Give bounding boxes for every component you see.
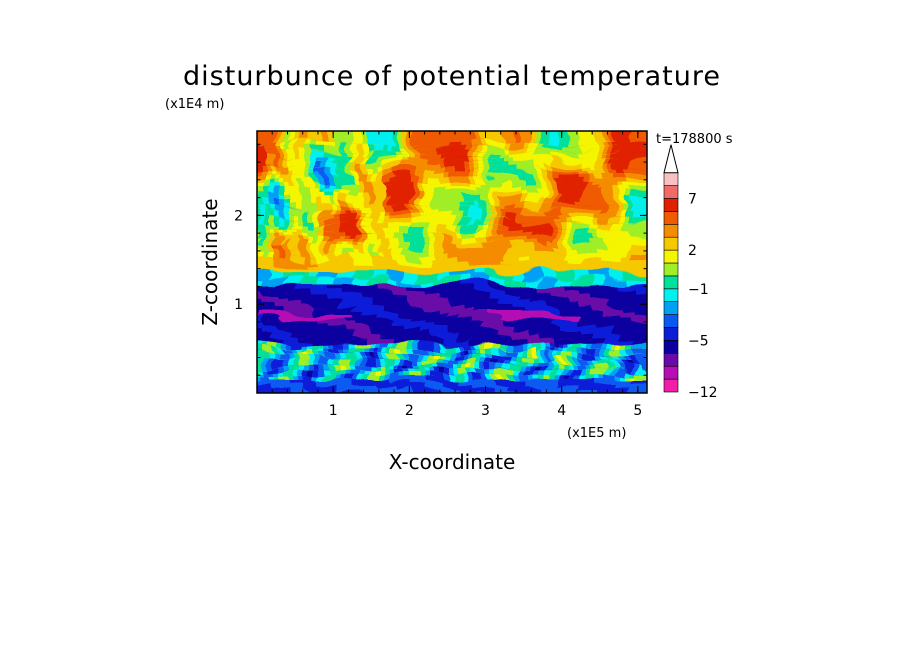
x-tick-label: 5 bbox=[633, 403, 642, 419]
colorbar-segment bbox=[663, 288, 679, 302]
colorbar-tick-label: −5 bbox=[688, 333, 709, 349]
colorbar-tick-label: −12 bbox=[688, 385, 718, 401]
plot-frame bbox=[256, 130, 648, 394]
colorbar-segment bbox=[663, 236, 679, 251]
x-tick-label: 1 bbox=[329, 403, 338, 419]
colorbar-segment bbox=[663, 378, 679, 393]
colorbar-segment bbox=[663, 262, 679, 277]
x-tick-label: 4 bbox=[557, 403, 566, 419]
colorbar: −12−5−127 bbox=[663, 144, 718, 401]
colorbar-segment bbox=[663, 224, 679, 238]
time-label: t=178800 s bbox=[656, 132, 733, 147]
y-axis-title: Z-coordinate bbox=[198, 198, 222, 325]
y-axis: 12 bbox=[234, 143, 647, 376]
contour-cell bbox=[634, 131, 647, 143]
x-axis: 1 2 3 4 5 bbox=[271, 131, 642, 419]
colorbar-segment bbox=[663, 172, 679, 186]
colorbar-segment bbox=[663, 198, 679, 212]
contour-field bbox=[257, 131, 647, 393]
colorbar-segment bbox=[663, 365, 679, 380]
colorbar-tick-label: −1 bbox=[688, 282, 709, 298]
y-tick-label: 2 bbox=[234, 208, 243, 224]
colorbar-segment bbox=[663, 314, 679, 328]
colorbar-segment bbox=[663, 327, 679, 341]
chart-title: disturbunce of potential temperature bbox=[183, 61, 721, 92]
colorbar-tick-label: 7 bbox=[688, 192, 697, 208]
colorbar-segment bbox=[663, 352, 679, 367]
colorbar-segment bbox=[663, 340, 679, 354]
colorbar-segment bbox=[663, 185, 679, 199]
colorbar-segment bbox=[663, 275, 679, 290]
y-tick-label: 1 bbox=[234, 297, 243, 313]
x-axis-title: X-coordinate bbox=[389, 450, 516, 474]
colorbar-segment bbox=[663, 301, 679, 315]
colorbar-segment bbox=[663, 211, 679, 225]
x-unit-label: (x1E5 m) bbox=[567, 426, 626, 441]
x-tick-label: 3 bbox=[481, 403, 490, 419]
y-unit-label: (x1E4 m) bbox=[165, 97, 224, 112]
colorbar-segment bbox=[663, 249, 679, 264]
colorbar-extend-arrow bbox=[663, 144, 679, 174]
colorbar-tick-label: 2 bbox=[688, 243, 697, 259]
x-tick-label: 2 bbox=[405, 403, 414, 419]
